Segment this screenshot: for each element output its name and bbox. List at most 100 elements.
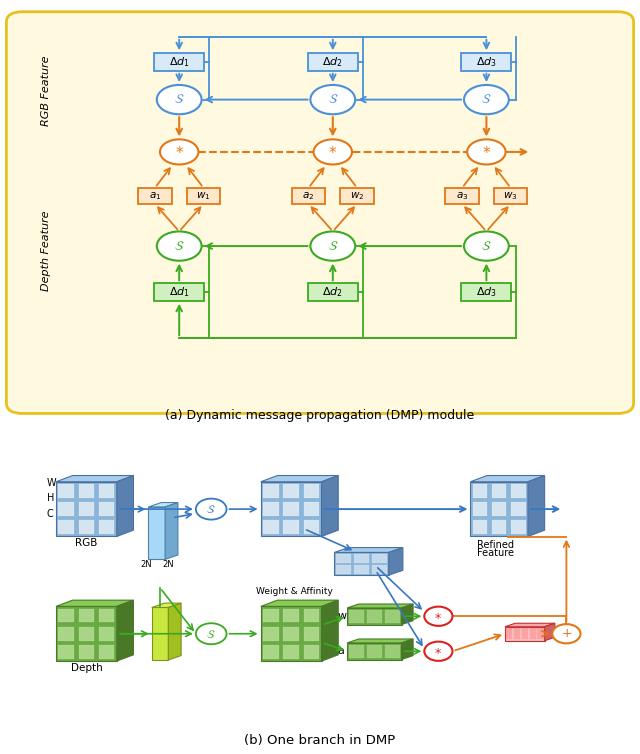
Polygon shape bbox=[263, 645, 278, 659]
Polygon shape bbox=[99, 645, 115, 659]
Polygon shape bbox=[470, 482, 528, 536]
Polygon shape bbox=[511, 502, 525, 516]
Text: C: C bbox=[47, 509, 54, 519]
Polygon shape bbox=[56, 606, 117, 661]
Ellipse shape bbox=[196, 498, 227, 520]
Polygon shape bbox=[284, 627, 299, 641]
Polygon shape bbox=[117, 476, 134, 536]
Ellipse shape bbox=[467, 139, 506, 164]
Polygon shape bbox=[58, 645, 74, 659]
Polygon shape bbox=[511, 484, 525, 498]
Polygon shape bbox=[347, 643, 402, 660]
Ellipse shape bbox=[157, 231, 202, 261]
Text: $+$: $+$ bbox=[561, 627, 572, 640]
Polygon shape bbox=[58, 484, 74, 498]
Polygon shape bbox=[545, 624, 555, 641]
Ellipse shape bbox=[310, 231, 355, 261]
Polygon shape bbox=[367, 645, 381, 658]
Polygon shape bbox=[79, 484, 94, 498]
Polygon shape bbox=[522, 628, 528, 639]
Polygon shape bbox=[511, 520, 525, 535]
Polygon shape bbox=[505, 624, 555, 627]
Ellipse shape bbox=[464, 85, 509, 115]
Polygon shape bbox=[349, 645, 364, 658]
Text: $\Delta d_2$: $\Delta d_2$ bbox=[323, 55, 343, 69]
Text: Depth Feature: Depth Feature bbox=[41, 210, 51, 290]
Polygon shape bbox=[79, 608, 94, 623]
Polygon shape bbox=[263, 502, 278, 516]
Polygon shape bbox=[56, 600, 134, 606]
Text: $*$: $*$ bbox=[435, 645, 442, 657]
Polygon shape bbox=[263, 484, 278, 498]
Polygon shape bbox=[367, 609, 381, 623]
Polygon shape bbox=[58, 627, 74, 641]
Text: $*$: $*$ bbox=[328, 145, 337, 159]
Text: Depth: Depth bbox=[70, 663, 102, 673]
Text: Feature: Feature bbox=[477, 548, 515, 558]
Text: $a_2$: $a_2$ bbox=[302, 190, 315, 202]
Text: $a_1$: $a_1$ bbox=[148, 190, 161, 202]
Polygon shape bbox=[79, 627, 94, 641]
Ellipse shape bbox=[424, 607, 452, 626]
Polygon shape bbox=[284, 608, 299, 623]
Polygon shape bbox=[165, 503, 178, 559]
FancyBboxPatch shape bbox=[154, 284, 204, 301]
Text: $\mathcal{S}$: $\mathcal{S}$ bbox=[207, 628, 216, 639]
Polygon shape bbox=[79, 645, 94, 659]
Text: Weight & Affinity: Weight & Affinity bbox=[256, 587, 333, 596]
Polygon shape bbox=[321, 476, 338, 536]
Text: $*$: $*$ bbox=[435, 610, 442, 623]
FancyBboxPatch shape bbox=[494, 188, 527, 204]
Text: $\Delta d_3$: $\Delta d_3$ bbox=[476, 285, 497, 299]
Polygon shape bbox=[514, 628, 520, 639]
Text: 2N: 2N bbox=[140, 560, 152, 569]
Polygon shape bbox=[284, 502, 299, 516]
Text: RGB Feature: RGB Feature bbox=[41, 56, 51, 127]
Polygon shape bbox=[58, 502, 74, 516]
Polygon shape bbox=[492, 520, 506, 535]
Ellipse shape bbox=[310, 85, 355, 115]
Polygon shape bbox=[263, 627, 278, 641]
Polygon shape bbox=[261, 482, 321, 536]
Polygon shape bbox=[56, 476, 134, 482]
Text: $\mathcal{S}$: $\mathcal{S}$ bbox=[174, 240, 184, 253]
Text: Refined: Refined bbox=[477, 540, 515, 550]
Text: $\mathcal{S}$: $\mathcal{S}$ bbox=[328, 240, 338, 253]
Polygon shape bbox=[389, 547, 403, 575]
Polygon shape bbox=[385, 609, 400, 623]
Text: $w_3$: $w_3$ bbox=[504, 190, 518, 202]
Text: $\mathcal{S}$: $\mathcal{S}$ bbox=[481, 240, 492, 253]
FancyBboxPatch shape bbox=[445, 188, 479, 204]
Text: $\Delta d_2$: $\Delta d_2$ bbox=[323, 285, 343, 299]
Polygon shape bbox=[402, 604, 413, 624]
Polygon shape bbox=[304, 520, 319, 535]
Ellipse shape bbox=[157, 85, 202, 115]
Polygon shape bbox=[372, 565, 387, 574]
Ellipse shape bbox=[160, 139, 198, 164]
Polygon shape bbox=[473, 502, 487, 516]
Text: 2N: 2N bbox=[162, 560, 173, 569]
Polygon shape bbox=[355, 553, 369, 562]
Polygon shape bbox=[506, 628, 512, 639]
FancyBboxPatch shape bbox=[154, 53, 204, 71]
Polygon shape bbox=[372, 553, 387, 562]
Text: W: W bbox=[47, 478, 56, 489]
Polygon shape bbox=[99, 502, 115, 516]
Polygon shape bbox=[261, 476, 338, 482]
Ellipse shape bbox=[464, 231, 509, 261]
FancyBboxPatch shape bbox=[308, 53, 358, 71]
Polygon shape bbox=[529, 628, 536, 639]
Polygon shape bbox=[284, 520, 299, 535]
Polygon shape bbox=[505, 627, 545, 641]
Text: a: a bbox=[337, 646, 344, 656]
Text: RGB: RGB bbox=[76, 538, 97, 548]
Polygon shape bbox=[79, 502, 94, 516]
Polygon shape bbox=[473, 520, 487, 535]
Polygon shape bbox=[148, 507, 165, 559]
Text: $\mathcal{S}$: $\mathcal{S}$ bbox=[207, 503, 216, 515]
Text: $*$: $*$ bbox=[175, 145, 184, 159]
Polygon shape bbox=[261, 606, 321, 661]
Text: $w_2$: $w_2$ bbox=[350, 190, 364, 202]
Text: $\Delta d_1$: $\Delta d_1$ bbox=[169, 55, 189, 69]
Polygon shape bbox=[99, 520, 115, 535]
